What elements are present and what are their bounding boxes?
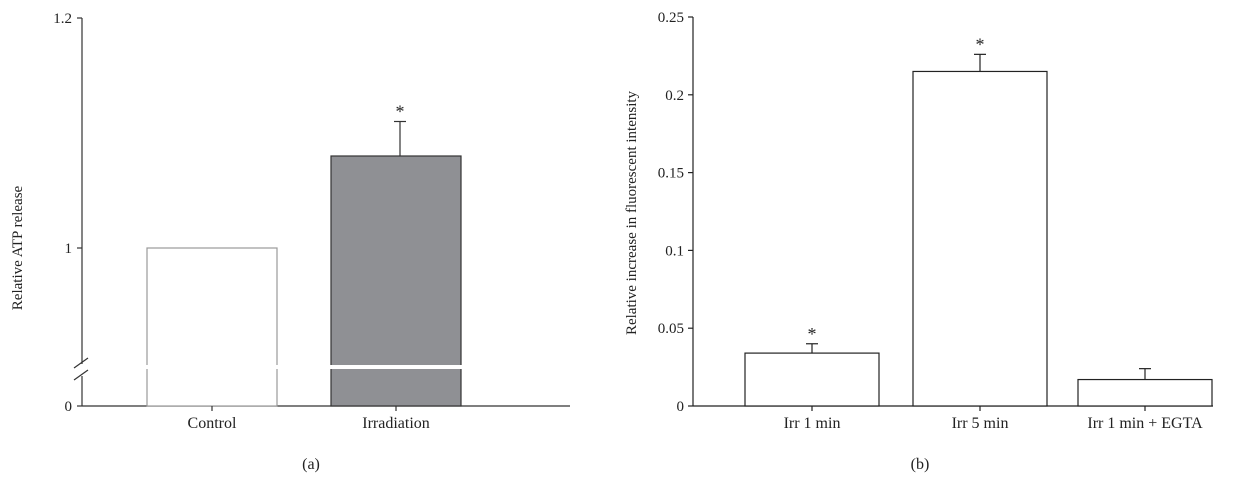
bar-break-gap bbox=[329, 365, 463, 369]
panel-b-chart: 0 0.05 0.1 0.15 0.2 0.25 * Irr 1 min * Irr 5 min I… bbox=[658, 10, 1213, 432]
significance-marker: * bbox=[808, 324, 817, 344]
y-tick-label: 0.25 bbox=[658, 10, 684, 26]
panel-b-label: (b) bbox=[911, 456, 930, 473]
panel-a-label: (a) bbox=[302, 456, 320, 473]
bar bbox=[146, 247, 278, 407]
significance-marker: * bbox=[396, 102, 405, 122]
y-tick-label: 0.2 bbox=[665, 88, 684, 104]
y-tick-label: 0.05 bbox=[658, 321, 684, 337]
bar bbox=[912, 70, 1048, 407]
x-tick-label: Irr 5 min bbox=[952, 415, 1009, 432]
y-tick-label: 0 bbox=[65, 399, 73, 415]
bar-break-gap bbox=[145, 365, 279, 369]
bar bbox=[744, 352, 880, 407]
axis-break-mark bbox=[73, 357, 89, 369]
y-tick-label: 0.15 bbox=[658, 166, 684, 182]
significance-marker: * bbox=[976, 34, 985, 54]
y-tick-label: 0.1 bbox=[665, 243, 684, 259]
x-tick-label: Irr 1 min bbox=[784, 415, 841, 432]
panel-a-chart: 1.2 1 0 Control * Irradiation bbox=[53, 11, 570, 432]
y-tick-label: 1.2 bbox=[53, 11, 72, 27]
x-tick-label: Irr 1 min + EGTA bbox=[1087, 415, 1203, 432]
y-tick-label: 0 bbox=[677, 399, 685, 415]
y-tick-label: 1 bbox=[65, 241, 73, 257]
panel-b-y-axis-label: Relative increase in fluorescent intensi… bbox=[624, 90, 640, 335]
bar bbox=[1077, 378, 1213, 407]
x-tick-label: Control bbox=[188, 415, 237, 432]
axis-break-mark bbox=[73, 369, 89, 381]
panel-a-y-axis-label: Relative ATP release bbox=[10, 185, 26, 310]
x-tick-label: Irradiation bbox=[362, 415, 430, 432]
